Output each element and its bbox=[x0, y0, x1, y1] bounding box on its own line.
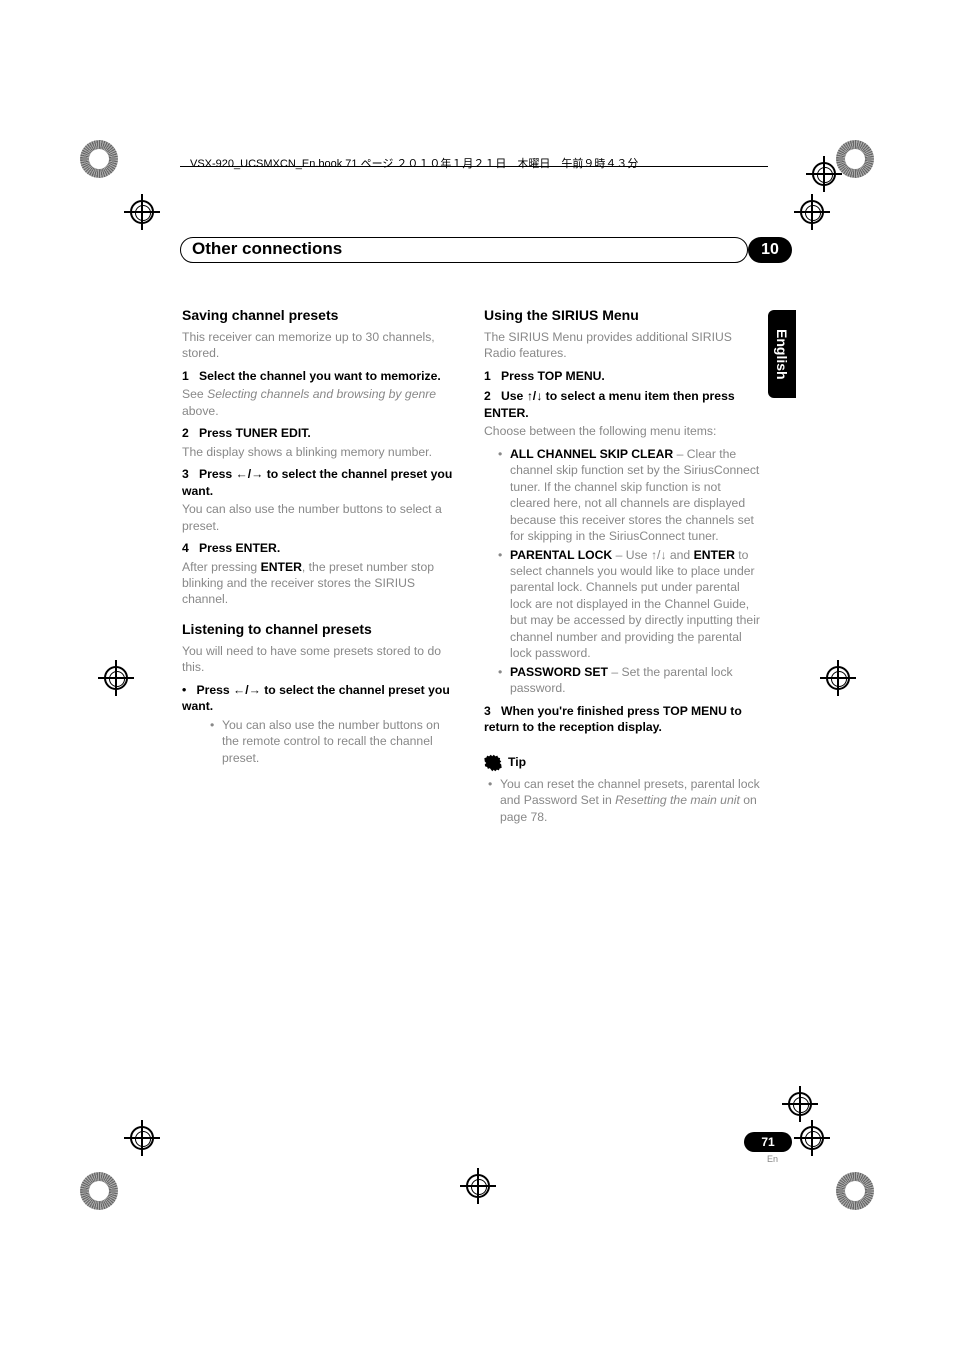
text: Selecting channels and browsing by genre bbox=[207, 387, 436, 401]
text: You can also use the number buttons to s… bbox=[182, 501, 460, 534]
text: above. bbox=[182, 404, 219, 418]
crop-mark bbox=[98, 660, 134, 696]
crop-mark bbox=[820, 660, 856, 696]
crop-mark bbox=[460, 1168, 496, 1204]
bullet-dot: • bbox=[488, 776, 500, 825]
step-2: 2 Use ↑/↓ to select a menu item then pre… bbox=[484, 388, 762, 421]
chapter-bar: Other connections 10 bbox=[180, 237, 792, 265]
left-column: Saving channel presets This receiver can… bbox=[182, 306, 460, 827]
bullet-step: • Press ←/→ to select the channel preset… bbox=[182, 682, 460, 715]
step-1: 1 Press TOP MENU. bbox=[484, 368, 762, 384]
language-tab: English bbox=[768, 310, 796, 398]
text: and bbox=[666, 548, 693, 562]
text: You can reset the channel presets, paren… bbox=[500, 776, 762, 825]
crop-mark bbox=[124, 194, 160, 230]
chapter-number: 10 bbox=[748, 237, 792, 263]
text: After pressing bbox=[182, 560, 261, 574]
menu-item-name: ALL CHANNEL SKIP CLEAR bbox=[510, 447, 673, 461]
text: – Clear the channel skip function set by… bbox=[510, 447, 759, 543]
bullet-dot: • bbox=[498, 446, 510, 545]
text: ALL CHANNEL SKIP CLEAR – Clear the chann… bbox=[510, 446, 762, 545]
bullet-dot: • bbox=[498, 664, 510, 697]
step-num: 1 bbox=[182, 369, 189, 383]
content-area: Saving channel presets This receiver can… bbox=[182, 306, 762, 827]
text: The display shows a blinking memory numb… bbox=[182, 444, 460, 460]
menu-item-name: PASSWORD SET bbox=[510, 665, 608, 679]
crop-mark bbox=[124, 1120, 160, 1156]
chapter-title: Other connections bbox=[192, 239, 342, 259]
page-lang: En bbox=[767, 1154, 778, 1164]
step-2: 2 Press TUNER EDIT. bbox=[182, 425, 460, 441]
menu-item: • ALL CHANNEL SKIP CLEAR – Clear the cha… bbox=[498, 446, 762, 545]
step-1: 1 Select the channel you want to memoriz… bbox=[182, 368, 460, 384]
heading-saving-presets: Saving channel presets bbox=[182, 306, 460, 325]
right-column: Using the SIRIUS Menu The SIRIUS Menu pr… bbox=[484, 306, 762, 827]
text: ENTER bbox=[261, 560, 302, 574]
bullet-dot: • bbox=[182, 683, 186, 697]
menu-item-name: PARENTAL LOCK bbox=[510, 548, 612, 562]
step-text: Press ←/→ to select the channel preset y… bbox=[182, 467, 452, 497]
arrows-icon: ↑/↓ bbox=[651, 548, 667, 562]
reg-mark-br bbox=[836, 1172, 874, 1210]
text: See bbox=[182, 387, 207, 401]
step-num: 3 bbox=[484, 704, 491, 718]
step-num: 2 bbox=[182, 426, 189, 440]
tip-label: Tip bbox=[508, 754, 526, 770]
text: Use bbox=[501, 389, 527, 403]
menu-item: • PARENTAL LOCK – Use ↑/↓ and ENTER to s… bbox=[498, 547, 762, 662]
step-text: Use ↑/↓ to select a menu item then press… bbox=[484, 389, 735, 419]
arrows-icon: ↑/↓ bbox=[527, 389, 543, 403]
reg-mark-tl bbox=[80, 140, 118, 178]
heading-sirius-menu: Using the SIRIUS Menu bbox=[484, 306, 762, 325]
arrows-icon: ←/→ bbox=[236, 467, 264, 481]
step-num: 3 bbox=[182, 467, 189, 481]
crop-mark bbox=[806, 156, 842, 192]
text: See Selecting channels and browsing by g… bbox=[182, 386, 460, 419]
tip-bullet: • You can reset the channel presets, par… bbox=[488, 776, 762, 825]
step-text: Press TUNER EDIT. bbox=[199, 426, 311, 440]
text: PASSWORD SET – Set the parental lock pas… bbox=[510, 664, 762, 697]
gear-icon bbox=[484, 754, 502, 772]
step-text: Select the channel you want to memorize. bbox=[199, 369, 441, 383]
reg-mark-bl bbox=[80, 1172, 118, 1210]
step-text: Press ←/→ to select the channel preset y… bbox=[182, 683, 450, 713]
text: After pressing ENTER, the preset number … bbox=[182, 559, 460, 608]
step-num: 1 bbox=[484, 369, 491, 383]
text: Press bbox=[196, 683, 233, 697]
tip-heading: Tip bbox=[484, 754, 762, 772]
step-num: 2 bbox=[484, 389, 491, 403]
text: Press bbox=[199, 467, 236, 481]
text: Choose between the following menu items: bbox=[484, 423, 762, 439]
page-number: 71 bbox=[744, 1132, 792, 1152]
crop-mark bbox=[794, 194, 830, 230]
step-3: 3 When you're finished press TOP MENU to… bbox=[484, 703, 762, 736]
heading-listening-presets: Listening to channel presets bbox=[182, 620, 460, 639]
step-text: When you're finished press TOP MENU to r… bbox=[484, 704, 742, 734]
text: This receiver can memorize up to 30 chan… bbox=[182, 329, 460, 362]
step-3: 3 Press ←/→ to select the channel preset… bbox=[182, 466, 460, 499]
header-text: VSX-920_UCSMXCN_En.book 71 ページ ２０１０年１月２１… bbox=[190, 155, 638, 171]
text: Resetting the main unit bbox=[615, 793, 740, 807]
text: You can also use the number buttons on t… bbox=[222, 717, 460, 766]
text: You will need to have some presets store… bbox=[182, 643, 460, 676]
text: PARENTAL LOCK – Use ↑/↓ and ENTER to sel… bbox=[510, 547, 762, 662]
bullet-dot: • bbox=[210, 717, 222, 766]
step-text: Press TOP MENU. bbox=[501, 369, 605, 383]
arrows-icon: ←/→ bbox=[233, 683, 261, 697]
text: – Use bbox=[612, 548, 651, 562]
step-text: Press ENTER. bbox=[199, 541, 280, 555]
menu-item: • PASSWORD SET – Set the parental lock p… bbox=[498, 664, 762, 697]
bullet-dot: • bbox=[498, 547, 510, 662]
crop-mark bbox=[794, 1120, 830, 1156]
step-num: 4 bbox=[182, 541, 189, 555]
text: The SIRIUS Menu provides additional SIRI… bbox=[484, 329, 762, 362]
crop-mark bbox=[782, 1086, 818, 1122]
sub-bullet: • You can also use the number buttons on… bbox=[210, 717, 460, 766]
text: to select channels you would like to pla… bbox=[510, 548, 760, 661]
text: ENTER bbox=[694, 548, 735, 562]
step-4: 4 Press ENTER. bbox=[182, 540, 460, 556]
